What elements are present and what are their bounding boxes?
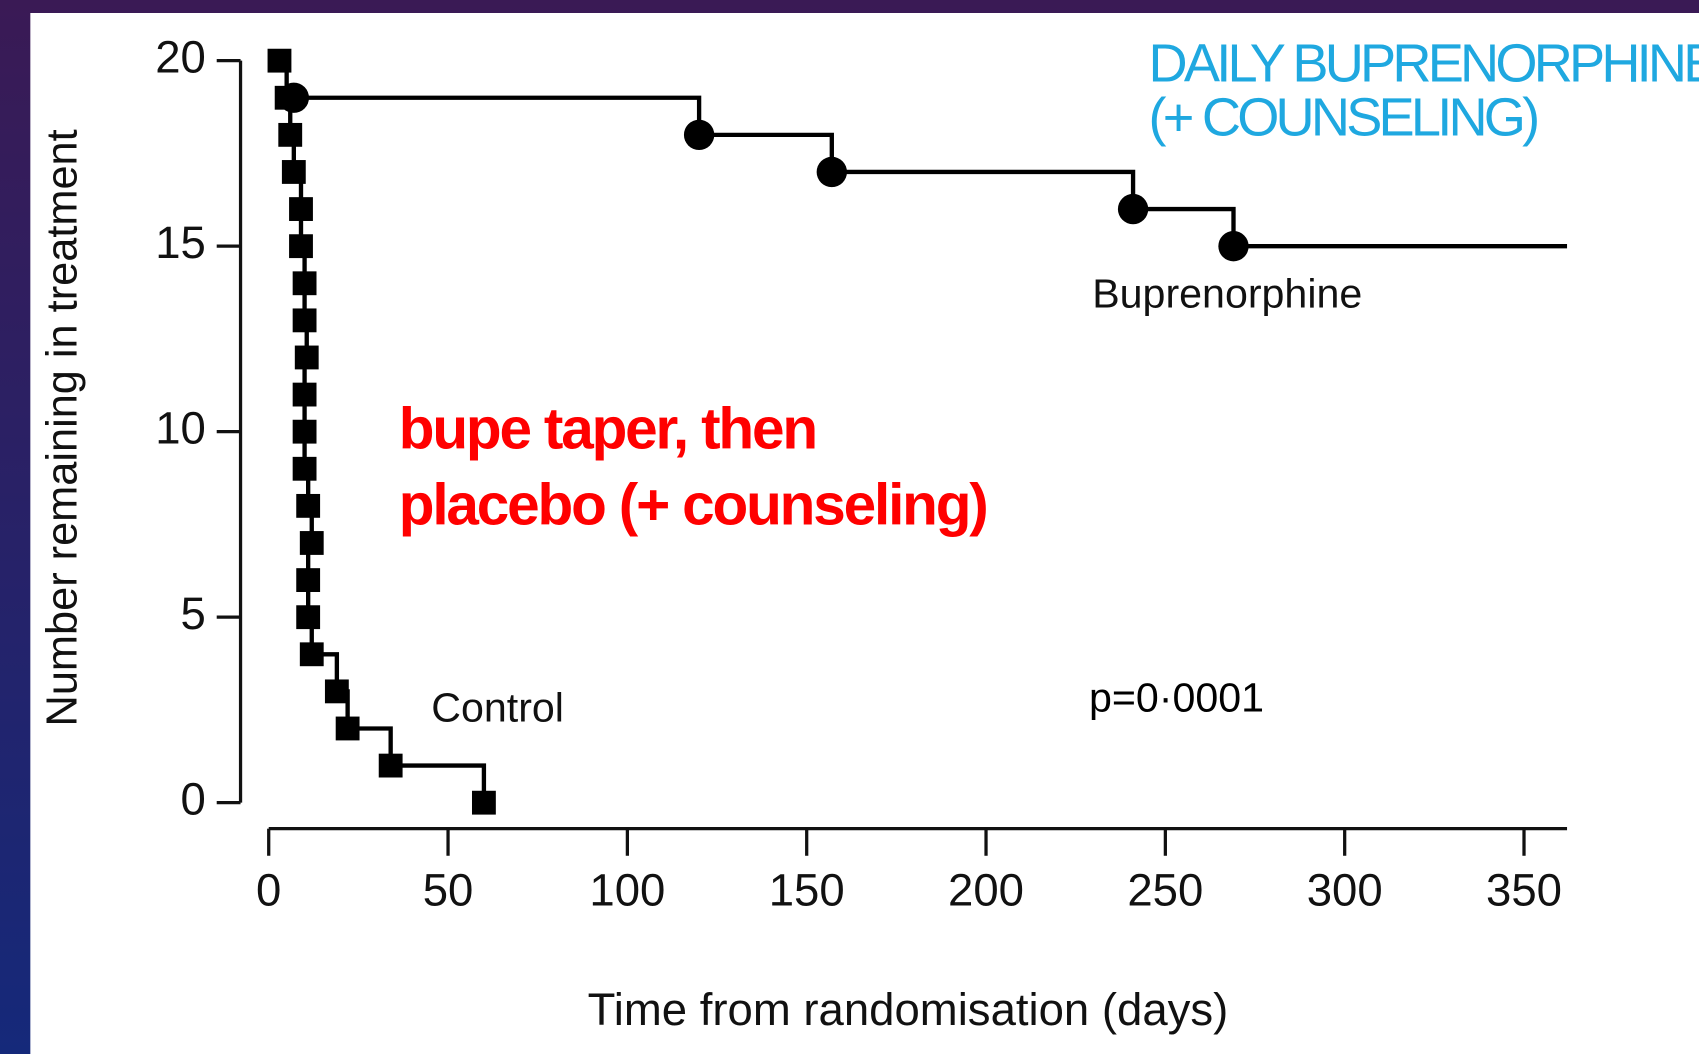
series-label: Control [431, 684, 564, 730]
y-tick-label: 20 [155, 32, 206, 83]
x-tick-label: 50 [423, 865, 474, 916]
marker [816, 156, 847, 188]
x-tick-label: 350 [1486, 865, 1562, 916]
y-tick-label: 0 [181, 774, 206, 825]
marker [278, 122, 303, 147]
marker [274, 85, 299, 110]
marker [378, 753, 403, 778]
marker [296, 605, 321, 630]
marker [289, 234, 313, 259]
marker [471, 790, 496, 815]
annotation: bupe taper, then [399, 397, 816, 462]
marker [294, 345, 319, 370]
marker [1218, 231, 1249, 262]
x-tick-label: 0 [256, 865, 281, 916]
marker [267, 48, 292, 73]
marker [683, 119, 715, 151]
marker [335, 716, 360, 741]
marker [296, 568, 321, 592]
marker [292, 419, 317, 444]
marker [299, 642, 324, 667]
x-tick-label: 250 [1127, 865, 1203, 916]
marker [292, 308, 317, 333]
series-label: Buprenorphine [1092, 271, 1362, 317]
annotation: p=0·0001 [1089, 675, 1264, 721]
y-tick-label: 10 [155, 403, 206, 454]
marker [292, 382, 317, 407]
annotation: DAILY BUPRENORPHINE [1149, 33, 1699, 93]
x-tick-label: 100 [589, 865, 665, 916]
annotation: placebo (+ counseling) [399, 473, 987, 538]
y-tick-label: 15 [155, 217, 206, 268]
marker [292, 271, 317, 296]
y-axis-label: Number remaining in treatment [38, 129, 86, 726]
marker [299, 531, 324, 555]
marker [289, 197, 313, 221]
marker [281, 160, 306, 184]
x-axis-label: Time from randomisation (days) [588, 984, 1229, 1035]
x-tick-label: 150 [769, 865, 845, 916]
x-tick-label: 300 [1307, 865, 1383, 916]
annotation: (+ COUNSELING) [1149, 88, 1538, 148]
x-tick-label: 200 [948, 865, 1024, 916]
marker [1117, 193, 1149, 225]
marker [324, 679, 349, 704]
marker [296, 493, 321, 518]
y-tick-label: 5 [181, 588, 206, 639]
step-line [293, 95, 1568, 249]
marker [292, 456, 317, 481]
